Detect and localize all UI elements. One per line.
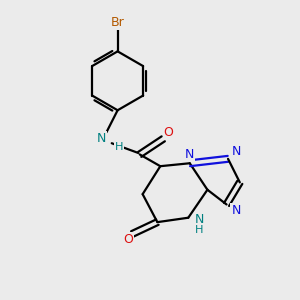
Text: O: O [123, 233, 133, 246]
Text: O: O [164, 126, 173, 140]
Text: H: H [115, 142, 123, 152]
Text: N: N [185, 148, 194, 161]
Text: N: N [232, 145, 241, 158]
Text: N: N [195, 213, 204, 226]
Text: Br: Br [111, 16, 124, 29]
Text: N: N [96, 132, 106, 145]
Text: N: N [231, 205, 241, 218]
Text: H: H [195, 225, 204, 235]
